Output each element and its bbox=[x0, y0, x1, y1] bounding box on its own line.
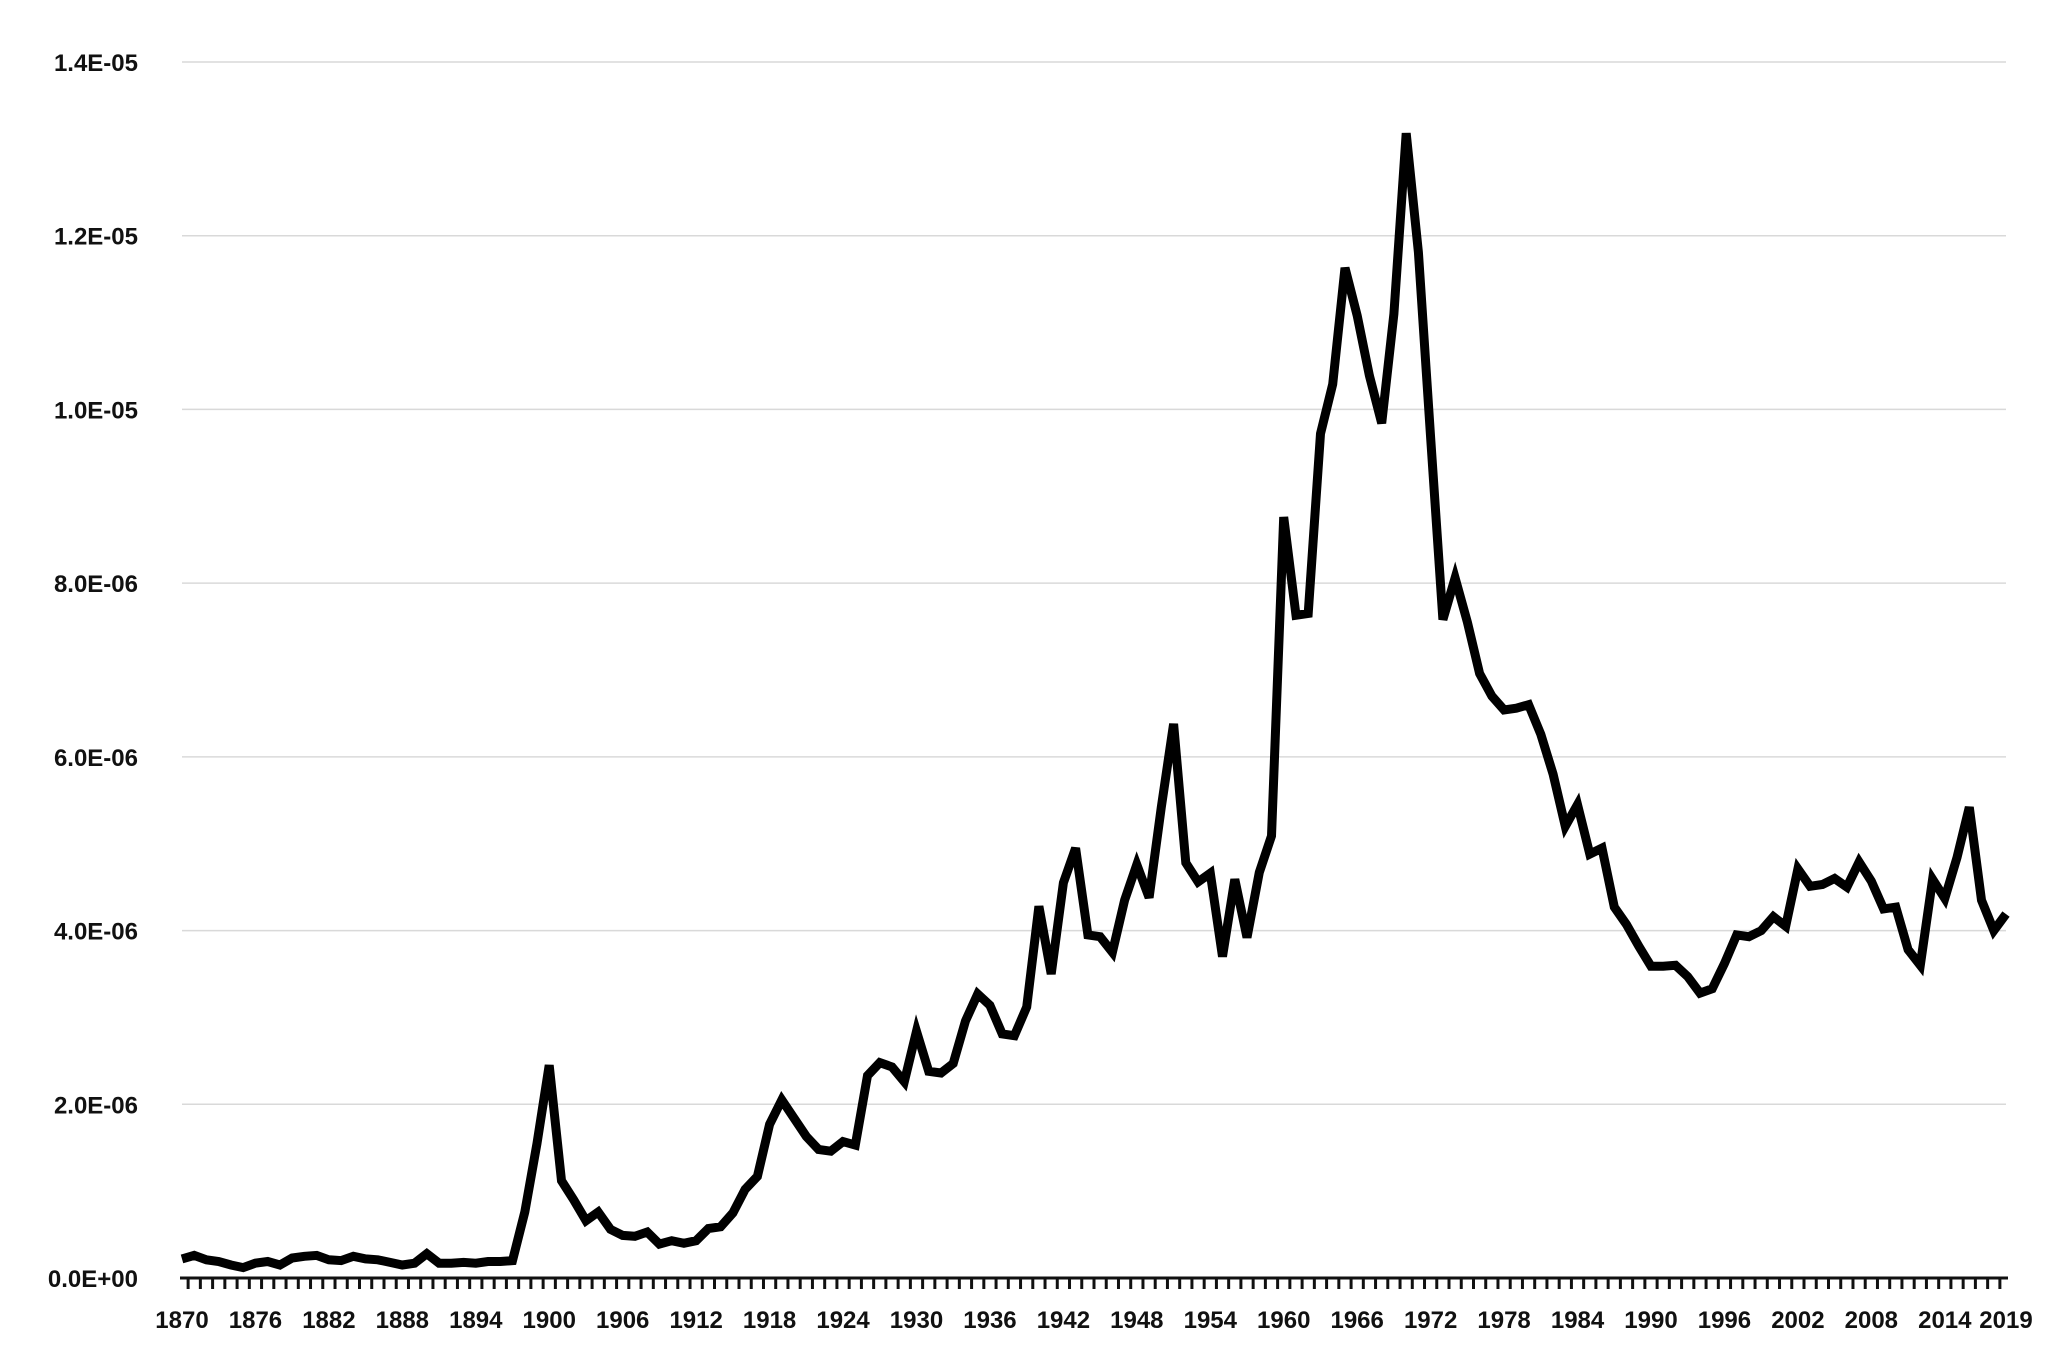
x-tick-label: 1978 bbox=[1477, 1307, 1530, 1334]
y-tick-label: 8.0E-06 bbox=[54, 571, 138, 598]
x-tick-label: 2014 bbox=[1918, 1307, 1972, 1334]
y-tick-label: 0.0E+00 bbox=[48, 1266, 138, 1293]
x-tick-label: 1942 bbox=[1037, 1307, 1090, 1334]
x-tick-label: 1966 bbox=[1330, 1307, 1383, 1334]
x-axis-ticks bbox=[186, 1278, 2002, 1289]
series-line bbox=[180, 132, 2010, 1273]
y-tick-label: 6.0E-06 bbox=[54, 745, 138, 772]
x-tick-label: 1906 bbox=[596, 1307, 649, 1334]
x-tick-label: 1960 bbox=[1257, 1307, 1310, 1334]
y-gridlines bbox=[182, 61, 2006, 1106]
y-tick-label: 1.4E-05 bbox=[54, 50, 138, 77]
x-tick-label: 1996 bbox=[1698, 1307, 1751, 1334]
x-tick-label: 1894 bbox=[449, 1307, 503, 1334]
x-tick-label: 2019 bbox=[1979, 1307, 2032, 1334]
x-tick-label: 2002 bbox=[1771, 1307, 1824, 1334]
x-tick-label: 1900 bbox=[523, 1307, 576, 1334]
y-tick-label: 1.0E-05 bbox=[54, 397, 138, 424]
y-axis-tick-labels: 0.0E+00 2.0E-06 4.0E-06 6.0E-06 8.0E-06 1.0E-… bbox=[48, 50, 138, 1293]
x-tick-label: 1972 bbox=[1404, 1307, 1457, 1334]
x-tick-label: 2008 bbox=[1845, 1307, 1898, 1334]
x-tick-label: 1924 bbox=[816, 1307, 870, 1334]
x-tick-label: 1918 bbox=[743, 1307, 796, 1334]
x-tick-label: 1912 bbox=[669, 1307, 722, 1334]
x-tick-label: 1888 bbox=[376, 1307, 429, 1334]
y-tick-label: 1.2E-05 bbox=[54, 224, 138, 251]
y-tick-label: 4.0E-06 bbox=[54, 919, 138, 946]
x-axis-tick-labels: 1870 1876 1882 1888 1894 1900 1906 1912 1918 1924… bbox=[155, 1307, 2032, 1334]
x-tick-label: 1936 bbox=[963, 1307, 1016, 1334]
x-tick-label: 1984 bbox=[1551, 1307, 1605, 1334]
x-tick-label: 1948 bbox=[1110, 1307, 1163, 1334]
x-tick-label: 1990 bbox=[1624, 1307, 1677, 1334]
x-tick-label: 1882 bbox=[302, 1307, 355, 1334]
x-tick-label: 1930 bbox=[890, 1307, 943, 1334]
x-tick-label: 1954 bbox=[1184, 1307, 1238, 1334]
x-tick-label: 1876 bbox=[229, 1307, 282, 1334]
y-tick-label: 2.0E-06 bbox=[54, 1092, 138, 1119]
x-tick-label: 1870 bbox=[155, 1307, 208, 1334]
